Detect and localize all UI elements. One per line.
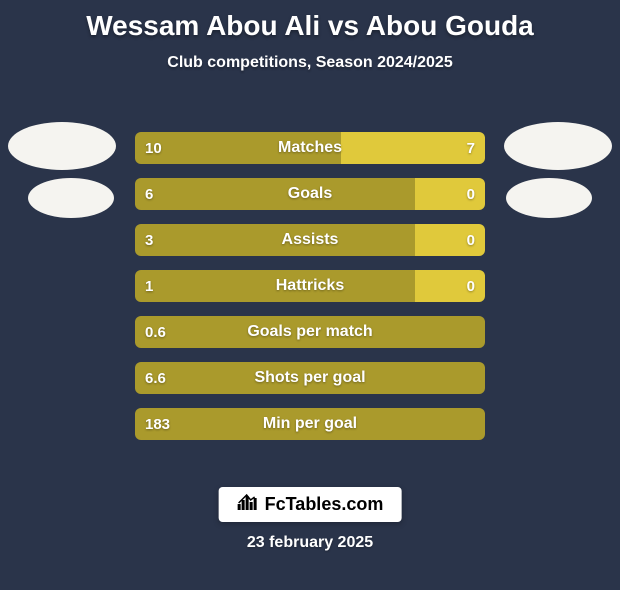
stat-label: Matches bbox=[135, 132, 485, 164]
stat-label: Goals bbox=[135, 178, 485, 210]
stat-row: 60Goals bbox=[135, 178, 485, 210]
subtitle: Club competitions, Season 2024/2025 bbox=[0, 54, 620, 72]
stat-row: 183Min per goal bbox=[135, 408, 485, 440]
date-label: 23 february 2025 bbox=[0, 534, 620, 552]
stat-label: Hattricks bbox=[135, 270, 485, 302]
attribution-text: FcTables.com bbox=[265, 494, 384, 515]
stat-row: 30Assists bbox=[135, 224, 485, 256]
stat-label: Goals per match bbox=[135, 316, 485, 348]
page-title: Wessam Abou Ali vs Abou Gouda bbox=[0, 10, 620, 42]
stat-row: 10Hattricks bbox=[135, 270, 485, 302]
stats-container: 107Matches 60Goals 30Assists 10Hattricks 0.6… bbox=[0, 132, 620, 440]
stat-row: 6.6Shots per goal bbox=[135, 362, 485, 394]
bars-icon bbox=[237, 493, 259, 516]
stat-label: Assists bbox=[135, 224, 485, 256]
attribution-badge: FcTables.com bbox=[219, 487, 402, 522]
stat-row: 107Matches bbox=[135, 132, 485, 164]
stat-label: Shots per goal bbox=[135, 362, 485, 394]
stat-row: 0.6Goals per match bbox=[135, 316, 485, 348]
stat-label: Min per goal bbox=[135, 408, 485, 440]
